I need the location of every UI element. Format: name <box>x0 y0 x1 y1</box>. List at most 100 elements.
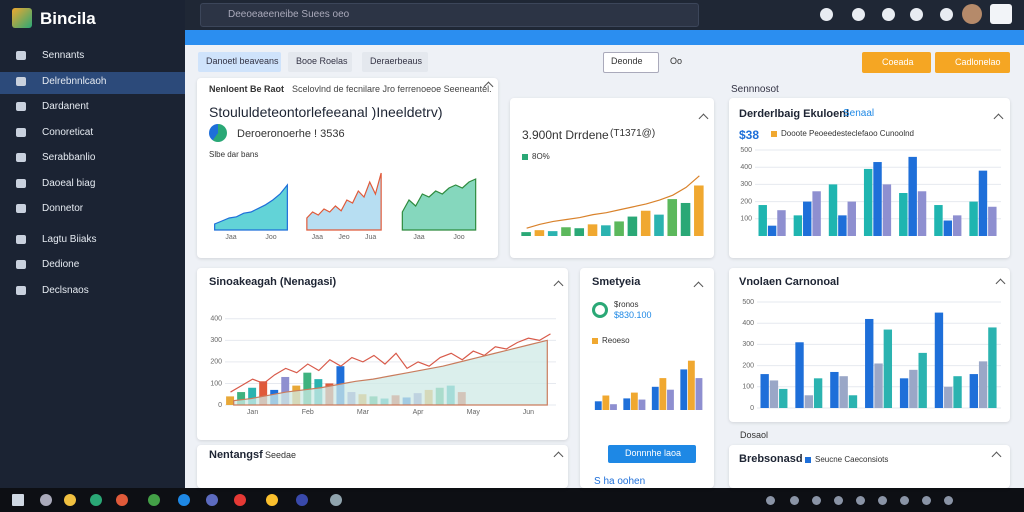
bar <box>944 386 953 408</box>
y-tick-label: 300 <box>740 181 752 188</box>
y-tick-label: 400 <box>740 164 752 171</box>
x-tick-label: Joo <box>453 234 464 241</box>
taskbar-icon[interactable] <box>266 494 278 506</box>
tray-icon[interactable] <box>944 496 953 505</box>
nav-item[interactable]: Daoeal biag <box>42 177 96 189</box>
tray-icon[interactable] <box>856 496 865 505</box>
x-tick-label: Mar <box>357 409 370 416</box>
nav-item[interactable]: Dedione <box>42 259 80 270</box>
y-tick-label: 100 <box>742 384 754 391</box>
search-placeholder[interactable]: Deeoeaeeneibe Suees oeo <box>228 9 350 20</box>
tray-icon[interactable] <box>900 496 909 505</box>
card: Nentangsf Seedae <box>197 445 568 488</box>
bar <box>281 376 290 405</box>
bar <box>918 352 927 408</box>
taskbar-icon[interactable] <box>90 494 102 506</box>
chart: 0 100 200 300 400 500 <box>742 299 1001 410</box>
bar <box>627 216 638 236</box>
bar <box>651 386 659 410</box>
bar <box>547 231 558 236</box>
top-icon[interactable] <box>910 8 923 21</box>
app-logo <box>12 8 32 28</box>
chart: 0 100 200 300 400 Jan Feb Mar Apr May Jun <box>210 316 556 416</box>
taskbar-icon[interactable] <box>206 494 218 506</box>
taskbar-icon[interactable] <box>296 494 308 506</box>
action-button[interactable] <box>935 52 1010 73</box>
x-tick-label: Jua <box>365 234 376 241</box>
bar <box>899 193 908 236</box>
x-tick-label: Jun <box>523 409 534 416</box>
card-footer: S ha oohen <box>594 476 646 487</box>
bar <box>610 404 617 410</box>
user-avatar[interactable] <box>962 4 982 24</box>
tray-icon[interactable] <box>766 496 775 505</box>
bar <box>813 378 823 408</box>
card-heading: Stoululdeteontorlefeeanal )Ineeldetrv) <box>209 104 443 120</box>
taskbar-icon[interactable] <box>40 494 52 506</box>
bar <box>908 156 917 236</box>
dropdown[interactable] <box>603 52 659 73</box>
bar <box>237 392 246 405</box>
x-tick-label: Jaa <box>413 234 424 241</box>
taskbar-icon[interactable] <box>330 494 342 506</box>
primary-button[interactable] <box>608 445 696 463</box>
bar <box>882 184 892 236</box>
bar <box>847 201 856 236</box>
bar <box>830 371 839 408</box>
top-icon[interactable] <box>852 8 865 21</box>
bar <box>804 395 814 408</box>
y-tick-label: 200 <box>210 359 222 366</box>
y-tick-label: 500 <box>740 147 752 154</box>
bar <box>248 387 257 405</box>
card-title: Derderlbaig Ekuloenl <box>739 108 850 120</box>
bar <box>988 327 997 408</box>
tray-icon[interactable] <box>834 496 843 505</box>
nav-item[interactable]: Serabbanlio <box>42 152 96 163</box>
search-box[interactable] <box>200 3 699 27</box>
user-badge[interactable] <box>990 4 1012 24</box>
nav-item[interactable]: Sennants <box>42 50 85 61</box>
tray-icon[interactable] <box>922 496 931 505</box>
bar <box>803 201 812 236</box>
legend-swatch <box>522 154 528 160</box>
bar <box>640 210 651 236</box>
action-button[interactable] <box>862 52 931 73</box>
line <box>230 333 551 393</box>
action-button-label: Cadlonelao <box>955 57 1001 67</box>
nav-item[interactable]: Conoreticat <box>42 126 94 138</box>
tab[interactable] <box>198 52 281 72</box>
bar <box>680 369 688 410</box>
tray-icon[interactable] <box>812 496 821 505</box>
taskbar-icon[interactable] <box>178 494 190 506</box>
nav-item[interactable]: Delrebnnlcaoh <box>42 75 107 87</box>
legend-label: Seucne Caeconsiots <box>815 455 889 464</box>
taskbar-icon[interactable] <box>234 494 246 506</box>
bar <box>667 389 674 410</box>
tab[interactable] <box>288 52 352 72</box>
bar <box>874 363 883 408</box>
top-icon[interactable] <box>820 8 833 21</box>
tray-icon[interactable] <box>878 496 887 505</box>
top-icon[interactable] <box>940 8 953 21</box>
bar <box>777 210 786 236</box>
nav-item[interactable]: Dardanent <box>42 101 89 112</box>
tray-icon[interactable] <box>790 496 799 505</box>
nav-item[interactable]: Lagtu Biiaks <box>42 233 97 245</box>
top-icon[interactable] <box>882 8 895 21</box>
bar <box>630 392 638 410</box>
bar <box>978 361 988 408</box>
legend-label: 8O% <box>532 152 550 161</box>
tab-label: Deraerbeaus <box>370 56 423 66</box>
card-title: Nenloent Be Raot <box>209 84 285 94</box>
taskbar-icon[interactable] <box>116 494 128 506</box>
nav-item[interactable]: Donnetor <box>42 203 84 214</box>
taskbar-icon[interactable] <box>148 494 160 506</box>
taskbar <box>0 488 1024 512</box>
card-sub: Slbe dar bans <box>209 150 259 159</box>
bar <box>969 374 978 408</box>
taskbar-icon[interactable] <box>64 494 76 506</box>
taskbar-icon[interactable] <box>12 494 24 506</box>
tab[interactable] <box>362 52 428 72</box>
nav-item[interactable]: Declsnaos <box>42 284 89 296</box>
bar <box>909 369 918 408</box>
